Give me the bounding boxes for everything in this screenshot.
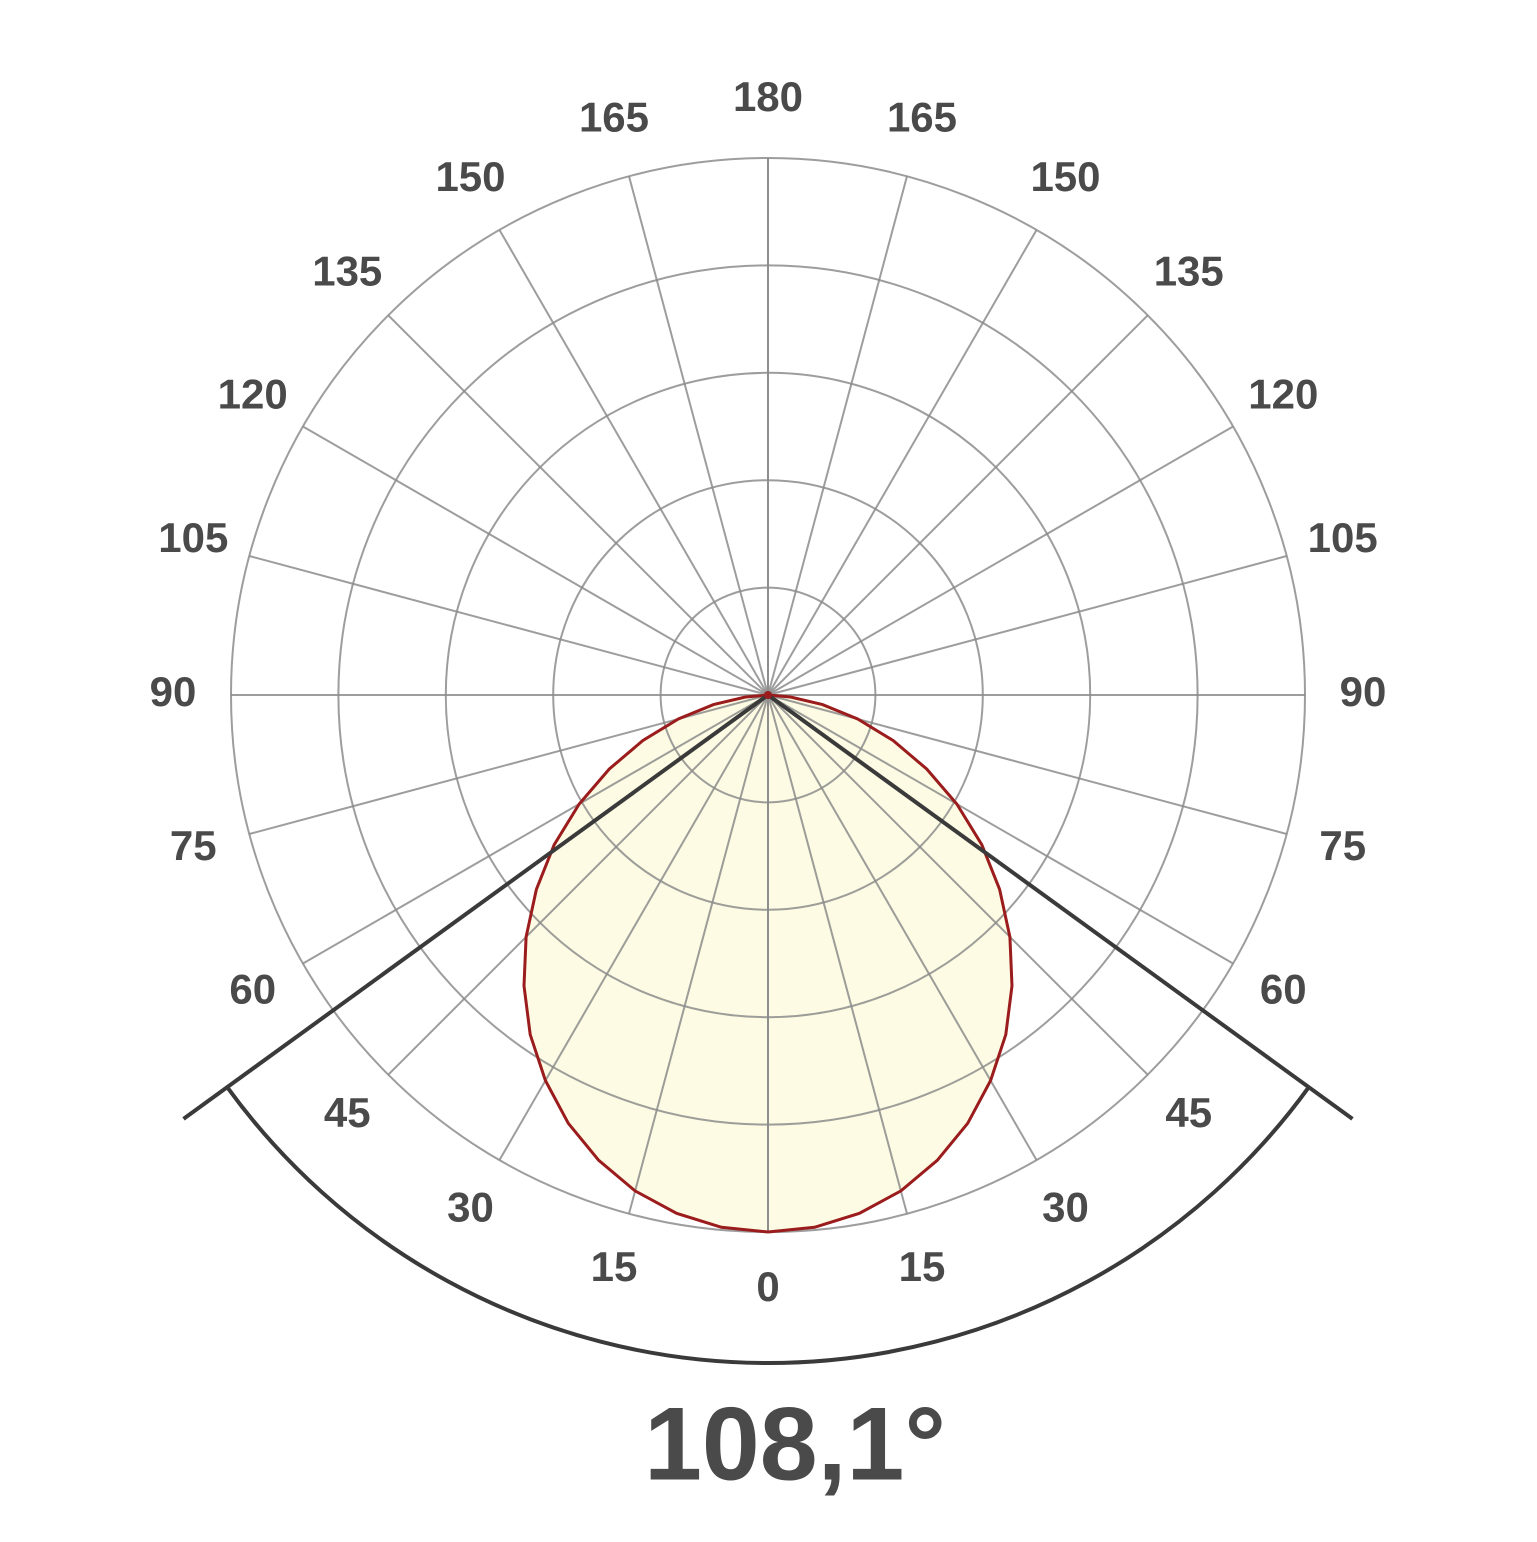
grid-spoke	[628, 176, 769, 696]
angle-label: 90	[150, 668, 197, 715]
grid-spoke	[249, 555, 769, 696]
angle-label: 180	[733, 73, 803, 120]
center-dot	[764, 691, 772, 699]
angle-label: 75	[1319, 822, 1366, 869]
angle-label: 75	[170, 822, 217, 869]
angle-label: 60	[229, 966, 276, 1013]
grid-spoke	[498, 229, 769, 696]
angle-label: 105	[1308, 514, 1378, 561]
grid-spoke	[767, 694, 1234, 965]
angle-label: 120	[218, 371, 288, 418]
grid-spoke	[767, 425, 1234, 696]
angle-label: 165	[579, 93, 649, 140]
angle-label: 150	[1030, 153, 1100, 200]
grid-spoke	[767, 555, 1287, 696]
grid-spoke	[767, 176, 908, 696]
beam-line	[766, 693, 1354, 1121]
angle-label: 135	[312, 247, 382, 294]
grid-spoke	[302, 425, 769, 696]
grid-spoke	[628, 694, 769, 1214]
angle-label: 105	[158, 514, 228, 561]
angle-label: 30	[447, 1183, 494, 1230]
curve	[767, 693, 1014, 1234]
grid-spoke	[387, 314, 769, 696]
curve	[522, 693, 769, 1234]
angle-label: 135	[1154, 247, 1224, 294]
grid-spoke	[767, 229, 1038, 696]
angle-label: 120	[1248, 371, 1318, 418]
beam-angle-label: 108,1°	[644, 1386, 946, 1502]
angle-label: 165	[887, 93, 957, 140]
grid-spoke	[767, 694, 908, 1214]
beam-line	[182, 693, 770, 1121]
grid-spoke	[767, 694, 1038, 1161]
angle-label: 15	[591, 1243, 638, 1290]
grid-spoke	[767, 694, 1149, 1076]
angle-label: 0	[756, 1263, 779, 1310]
angle-label: 45	[1165, 1089, 1212, 1136]
angle-label: 15	[899, 1243, 946, 1290]
beam-arc	[225, 1085, 1311, 1365]
grid-spoke	[387, 694, 769, 1076]
grid-spoke	[302, 694, 769, 965]
angle-label: 30	[1042, 1183, 1089, 1230]
angle-label: 60	[1260, 966, 1307, 1013]
angle-label: 45	[324, 1089, 371, 1136]
angle-label: 90	[1340, 668, 1387, 715]
angle-label: 150	[435, 153, 505, 200]
grid-spoke	[767, 314, 1149, 696]
grid-spoke	[498, 694, 769, 1161]
